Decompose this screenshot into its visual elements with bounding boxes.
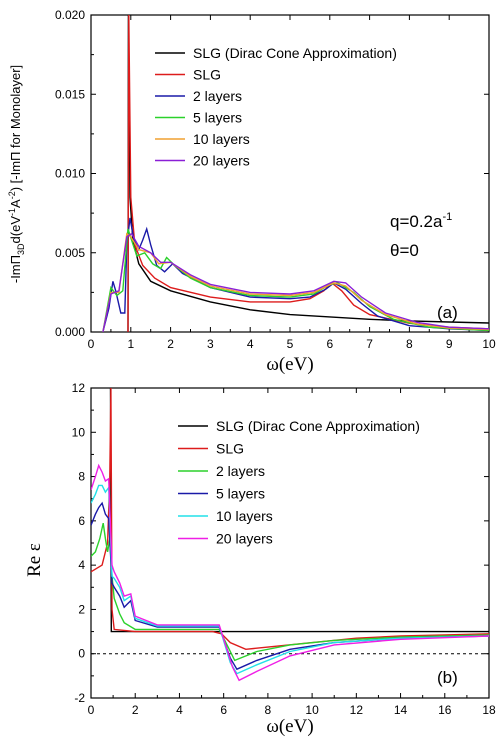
series-line-1 <box>127 15 489 332</box>
series-line-5 <box>91 463 489 682</box>
x-tick-label: 4 <box>247 337 254 351</box>
x-tick-label: 1 <box>127 337 134 351</box>
x-tick-label: 2 <box>132 703 139 717</box>
x-tick-label: 7 <box>366 337 373 351</box>
y-tick-label: 12 <box>72 381 86 395</box>
x-axis-label-b: ω(eV) <box>266 716 313 737</box>
y-tick-label: 6 <box>78 514 85 528</box>
x-tick-label: 3 <box>207 337 214 351</box>
series-line-2 <box>102 217 489 332</box>
x-tick-label: 4 <box>176 703 183 717</box>
y-tick-label: 0.020 <box>55 8 85 22</box>
y-tick-label: -2 <box>74 691 85 705</box>
x-tick-label: 10 <box>305 703 319 717</box>
legend-a: SLG (Dirac Cone Approximation) SLG 2 layer… <box>155 45 397 169</box>
plot-frame-b <box>90 387 490 699</box>
series-line-3 <box>102 228 489 332</box>
legend-label-5: 20 layers <box>193 153 250 169</box>
legend-label-2: 2 layers <box>216 463 265 479</box>
legend-label-0: SLG (Dirac Cone Approximation) <box>193 45 397 61</box>
legend-label-4: 10 layers <box>216 508 273 524</box>
legend-label-5: 20 layers <box>216 531 273 547</box>
y-axis-label-b: Re ε <box>24 543 45 577</box>
legend-label-3: 5 layers <box>216 486 265 502</box>
y-tick-label: 10 <box>72 425 86 439</box>
series-line-3 <box>91 501 489 671</box>
x-tick-label: 2 <box>167 337 174 351</box>
plot-frame-a <box>90 14 490 333</box>
x-tick-label: 8 <box>265 703 272 717</box>
x-tick-label: 6 <box>220 703 227 717</box>
x-tick-label: 5 <box>287 337 294 351</box>
legend-label-1: SLG <box>193 67 221 83</box>
y-tick-label: 0.015 <box>55 87 85 101</box>
y-tick-label: 8 <box>78 470 85 484</box>
y-tick-label: 2 <box>78 602 85 616</box>
x-tick-label: 10 <box>482 337 496 351</box>
legend-label-2: 2 layers <box>193 88 242 104</box>
y-tick-label: 0.010 <box>55 167 85 181</box>
legend-b: SLG (Dirac Cone Approximation) SLG 2 layer… <box>178 418 420 547</box>
x-tick-label: 0 <box>88 337 95 351</box>
legend-label-3: 5 layers <box>193 110 242 126</box>
chart-panel-a: 0 1 2 3 4 5 6 7 8 9 10 0.000 0.005 0.010 0.015 0.020 S… <box>7 8 496 375</box>
x-tick-label: 0 <box>88 703 95 717</box>
y-axis-label-a: -ImΠ3Dd(eV-1A-2) [-ImΠ for Monolayer] <box>7 65 26 283</box>
x-tick-label: 14 <box>394 703 408 717</box>
x-tick-label: 9 <box>446 337 453 351</box>
x-axis-label-a: ω(eV) <box>266 354 313 375</box>
x-tick-label: 18 <box>482 703 496 717</box>
annotation-q: q=0.2a-1 <box>390 211 452 231</box>
annotation-theta: θ=0 <box>390 241 419 260</box>
y-tick-label: 0.000 <box>55 325 85 339</box>
x-tick-label: 8 <box>406 337 413 351</box>
series-line-2 <box>91 522 489 662</box>
panel-label-a: (a) <box>437 303 458 322</box>
panel-label-b: (b) <box>437 668 458 687</box>
series-line-5 <box>102 232 489 332</box>
y-tick-label: 0 <box>78 647 85 661</box>
y-tick-label: 4 <box>78 558 85 572</box>
legend-label-1: SLG <box>216 441 244 457</box>
legend-label-0: SLG (Dirac Cone Approximation) <box>216 418 420 434</box>
legend-label-4: 10 layers <box>193 131 250 147</box>
series-line-4 <box>102 232 489 332</box>
x-tick-label: 16 <box>438 703 452 717</box>
y-tick-label: 0.005 <box>55 246 85 260</box>
x-tick-label: 6 <box>326 337 333 351</box>
x-tick-label: 12 <box>350 703 364 717</box>
